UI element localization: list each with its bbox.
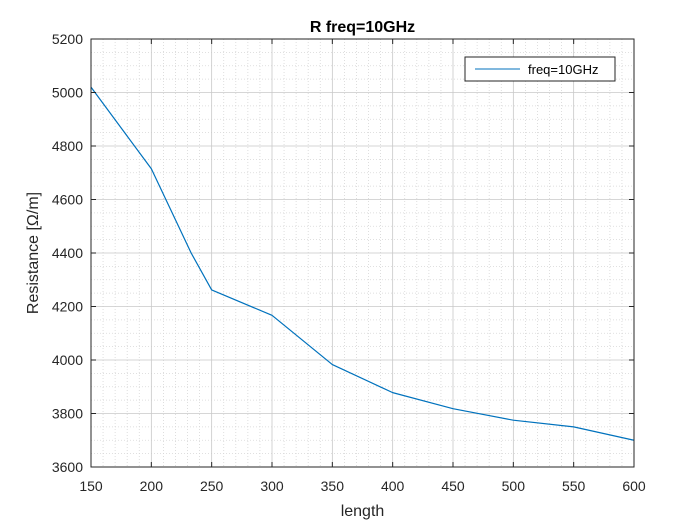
y-tick-label: 4200 (52, 299, 83, 315)
x-tick-label: 450 (441, 478, 465, 494)
x-tick-label: 200 (140, 478, 164, 494)
y-tick-label: 4400 (52, 245, 83, 261)
legend: freq=10GHz (465, 57, 615, 81)
x-tick-label: 400 (381, 478, 405, 494)
x-tick-label: 500 (502, 478, 526, 494)
y-tick-label: 3800 (52, 406, 83, 422)
x-tick-label: 350 (321, 478, 345, 494)
x-tick-label: 600 (622, 478, 646, 494)
y-tick-labels: 3600 3800 4000 4200 4400 4600 4800 5000 5200 (52, 31, 83, 475)
x-axis-label: length (341, 503, 385, 520)
y-tick-label: 3600 (52, 459, 83, 475)
x-tick-label: 300 (260, 478, 284, 494)
y-tick-label: 4800 (52, 138, 83, 154)
y-tick-label: 4000 (52, 352, 83, 368)
x-tick-label: 150 (79, 478, 103, 494)
chart-title: R freq=10GHz (310, 19, 415, 36)
y-tick-label: 4600 (52, 192, 83, 208)
x-tick-label: 250 (200, 478, 224, 494)
y-tick-label: 5000 (52, 85, 83, 101)
y-tick-label: 5200 (52, 31, 83, 47)
y-axis-label: Resistance [Ω/m] (25, 192, 42, 314)
x-tick-label: 550 (562, 478, 586, 494)
legend-label: freq=10GHz (528, 62, 598, 77)
